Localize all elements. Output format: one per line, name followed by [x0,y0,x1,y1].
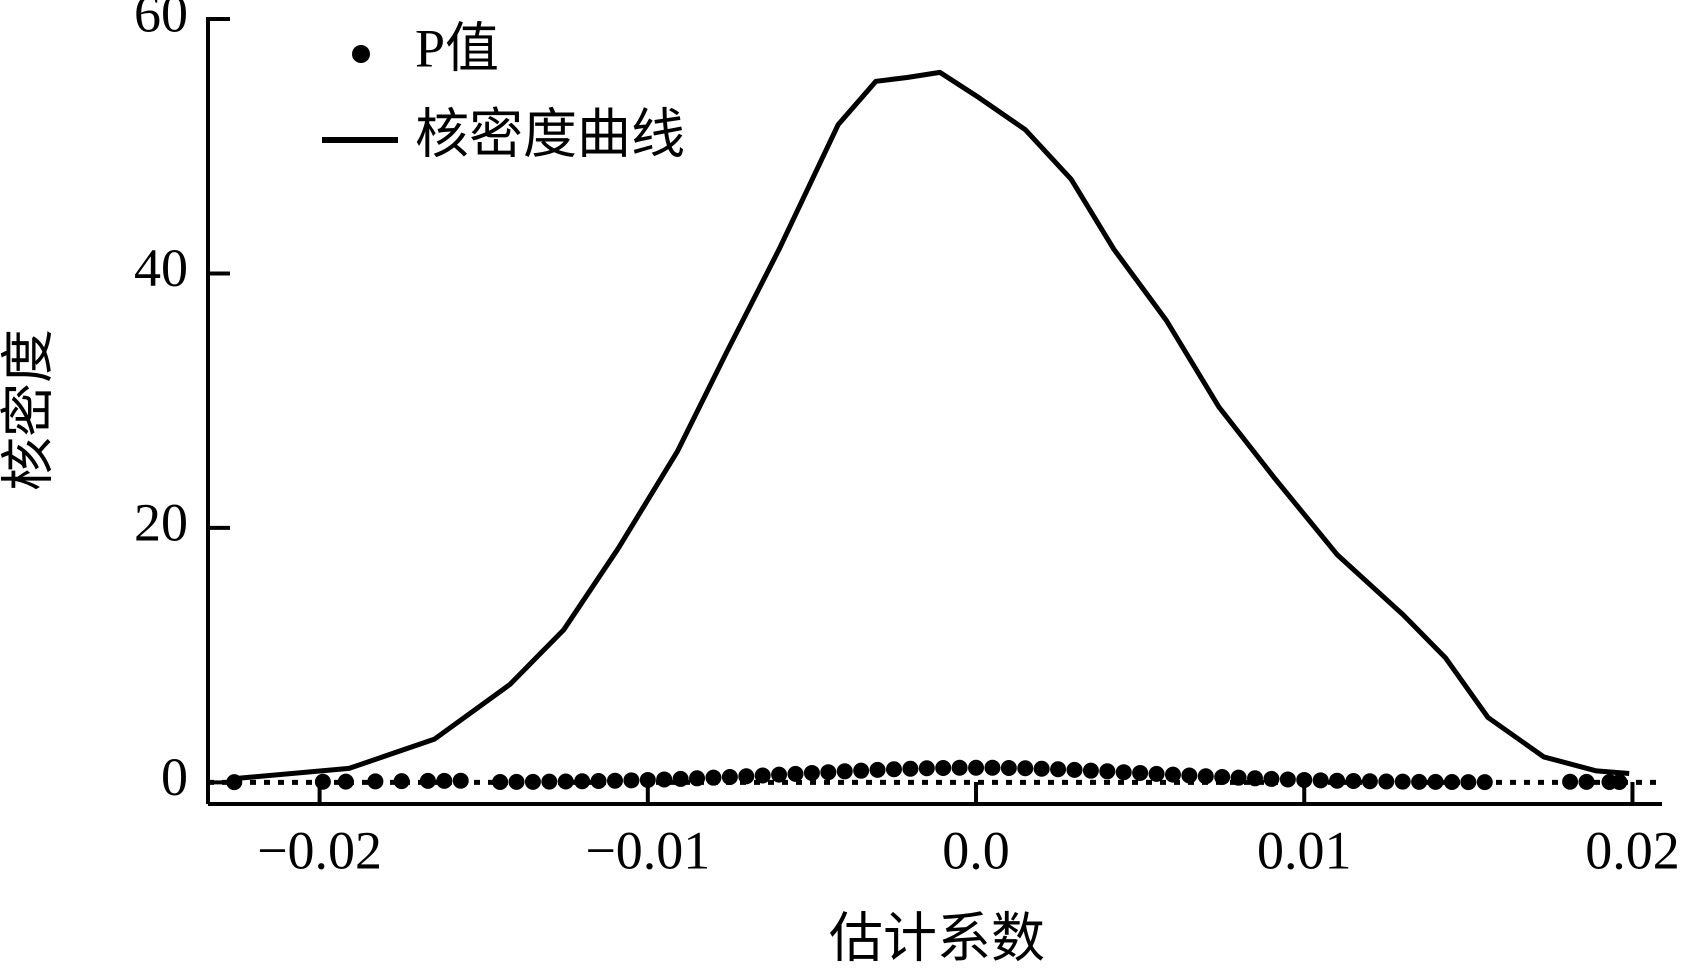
p-value-point [367,773,384,790]
p-value-point [557,773,574,790]
p-value-point [1562,773,1579,790]
p-value-point [639,771,656,788]
p-value-point [1411,773,1428,790]
p-value-point [436,772,453,789]
p-value-point [452,772,469,789]
x-tick-label: 0.01 [1257,820,1352,880]
p-value-point [1296,771,1313,788]
p-value-point [885,761,902,778]
p-value-point [705,769,722,786]
p-value-point [1164,766,1181,783]
p-value-point [508,773,525,790]
p-value-point [1345,772,1362,789]
p-value-point [492,773,509,790]
p-value-point [918,760,935,777]
p-value-point [419,772,436,789]
p-value-point [820,764,837,781]
p-value-point [1279,771,1296,788]
p-value-point [984,759,1001,776]
x-tick-label: −0.01 [585,820,710,880]
p-value-point [869,761,886,778]
p-value-point [1197,768,1214,785]
p-value-point [689,770,706,787]
legend-label: P值 [415,18,499,78]
p-value-point [968,759,985,776]
p-value-point [754,767,771,784]
p-value-point [1000,759,1017,776]
y-tick-label: 60 [134,0,188,43]
p-value-point [1099,763,1116,780]
y-tick-label: 40 [134,238,188,298]
p-value-point [1066,761,1083,778]
p-value-point [1329,772,1346,789]
p-value-point [574,773,591,790]
p-value-point [853,762,870,779]
x-tick-label: 0.02 [1585,820,1680,880]
p-value-point [337,773,354,790]
p-value-point [1050,761,1067,778]
p-value-point [1611,773,1628,790]
p-value-point [672,770,689,787]
p-value-point [1082,762,1099,779]
p-value-point [1427,773,1444,790]
p-value-point [1181,767,1198,784]
p-value-point [1214,769,1231,786]
p-value-point [656,771,673,788]
p-value-point [902,760,919,777]
x-tick-label: 0.0 [942,820,1010,880]
p-value-point [590,772,607,789]
x-tick-label: −0.02 [257,820,382,880]
y-tick-label: 20 [134,492,188,552]
p-value-point [721,769,738,786]
p-value-point [1361,773,1378,790]
p-value-point [1132,764,1149,781]
p-value-point [1394,773,1411,790]
p-value-point [1230,769,1247,786]
p-value-point [1312,772,1329,789]
p-value-point [738,768,755,785]
y-axis-label: 核密度 [0,329,58,491]
p-value-point [1247,770,1264,787]
p-value-point [1033,760,1050,777]
p-value-point [1017,760,1034,777]
density-curve [234,69,1630,782]
p-value-point [1148,765,1165,782]
p-value-point [836,763,853,780]
p-value-point [787,765,804,782]
legend-marker [352,45,370,63]
p-value-point [1443,773,1460,790]
p-value-point [1578,773,1595,790]
p-value-point [771,766,788,783]
p-value-point [1378,773,1395,790]
x-axis-label: 估计系数 [829,908,1045,968]
p-value-point [314,773,331,790]
p-value-point [1263,770,1280,787]
p-value-point [393,773,410,790]
p-value-point [623,772,640,789]
p-value-point [803,764,820,781]
p-value-point [1460,774,1477,791]
p-value-point [935,759,952,776]
p-value-point [1476,774,1493,791]
legend-label: 核密度曲线 [415,104,685,164]
p-value-point [951,759,968,776]
p-value-point [541,773,558,790]
p-value-point [1115,764,1132,781]
p-value-point [606,772,623,789]
p-value-point [524,773,541,790]
y-tick-label: 0 [161,747,188,807]
